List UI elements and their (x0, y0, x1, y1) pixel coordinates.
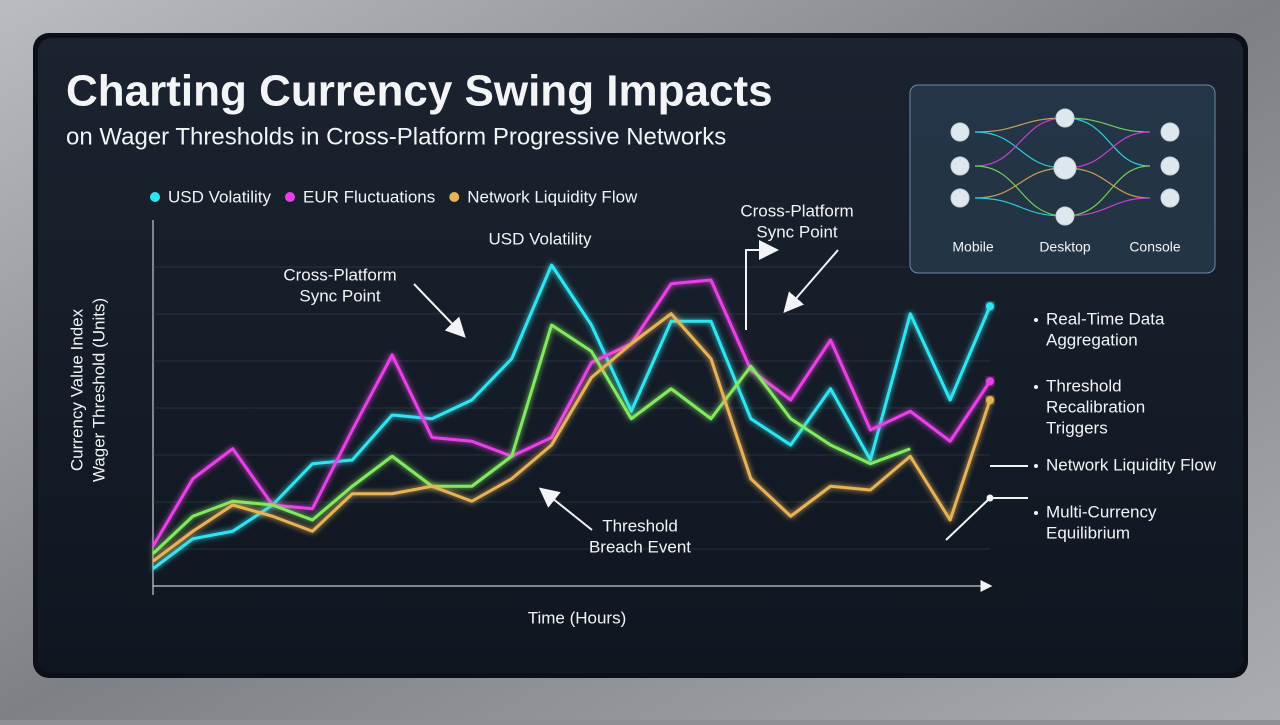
platform-label: Console (1129, 239, 1181, 255)
end-point (986, 377, 994, 386)
arrow (538, 487, 593, 531)
annotation: USD Volatility (489, 229, 592, 248)
annotation: Breach Event (589, 537, 691, 556)
arrow (783, 249, 839, 314)
legend-label: USD Volatility (168, 187, 271, 206)
data-line (152, 312, 992, 563)
platform-label: Desktop (1039, 239, 1091, 255)
arrow (745, 240, 779, 330)
bullet (1034, 464, 1038, 468)
side-note: Aggregation (1046, 330, 1138, 349)
side-note: Equilibrium (1046, 523, 1130, 542)
y-axis-label: Wager Threshold (Units) (89, 298, 108, 482)
annotation-arrows (413, 240, 1028, 541)
platform-label: Mobile (952, 239, 993, 255)
legend-marker (449, 192, 460, 202)
x-axis-label: Time (Hours) (528, 608, 627, 627)
connector-dot (986, 494, 994, 502)
data-line (152, 263, 992, 570)
bullet (1034, 511, 1038, 515)
chart-subtitle: on Wager Thresholds in Cross-Platform Pr… (66, 123, 726, 150)
legend-label: Network Liquidity Flow (467, 187, 638, 206)
legend-marker (150, 192, 160, 202)
side-note: Threshold (1046, 376, 1122, 395)
diagram-nodes (950, 108, 1180, 226)
annotation: Cross-Platform (740, 201, 853, 220)
end-point (986, 302, 994, 311)
side-note: Multi-Currency (1046, 502, 1157, 521)
chart-title: Charting Currency Swing Impacts (66, 67, 773, 116)
annotation: Threshold (602, 516, 678, 535)
side-note: Network Liquidity Flow (1046, 455, 1217, 474)
annotation: Cross-Platform (283, 265, 396, 284)
side-note: Recalibration (1046, 397, 1145, 416)
annotation: Sync Point (299, 286, 381, 305)
annotation: Sync Point (756, 222, 838, 241)
legend-label: EUR Fluctuations (303, 187, 435, 206)
platform-diagram: Mobile Desktop Console (909, 84, 1216, 274)
side-note: Real-Time Data (1046, 309, 1165, 328)
y-axis-label: Currency Value Index (67, 308, 86, 471)
legend-marker (284, 192, 295, 202)
side-note: Triggers (1046, 418, 1108, 437)
end-point (986, 396, 994, 404)
bullet (1034, 318, 1038, 322)
bullet (1034, 385, 1038, 389)
data-line (151, 323, 911, 555)
data-line (151, 278, 992, 548)
arrow (413, 283, 466, 338)
diagram-links (974, 117, 1151, 217)
